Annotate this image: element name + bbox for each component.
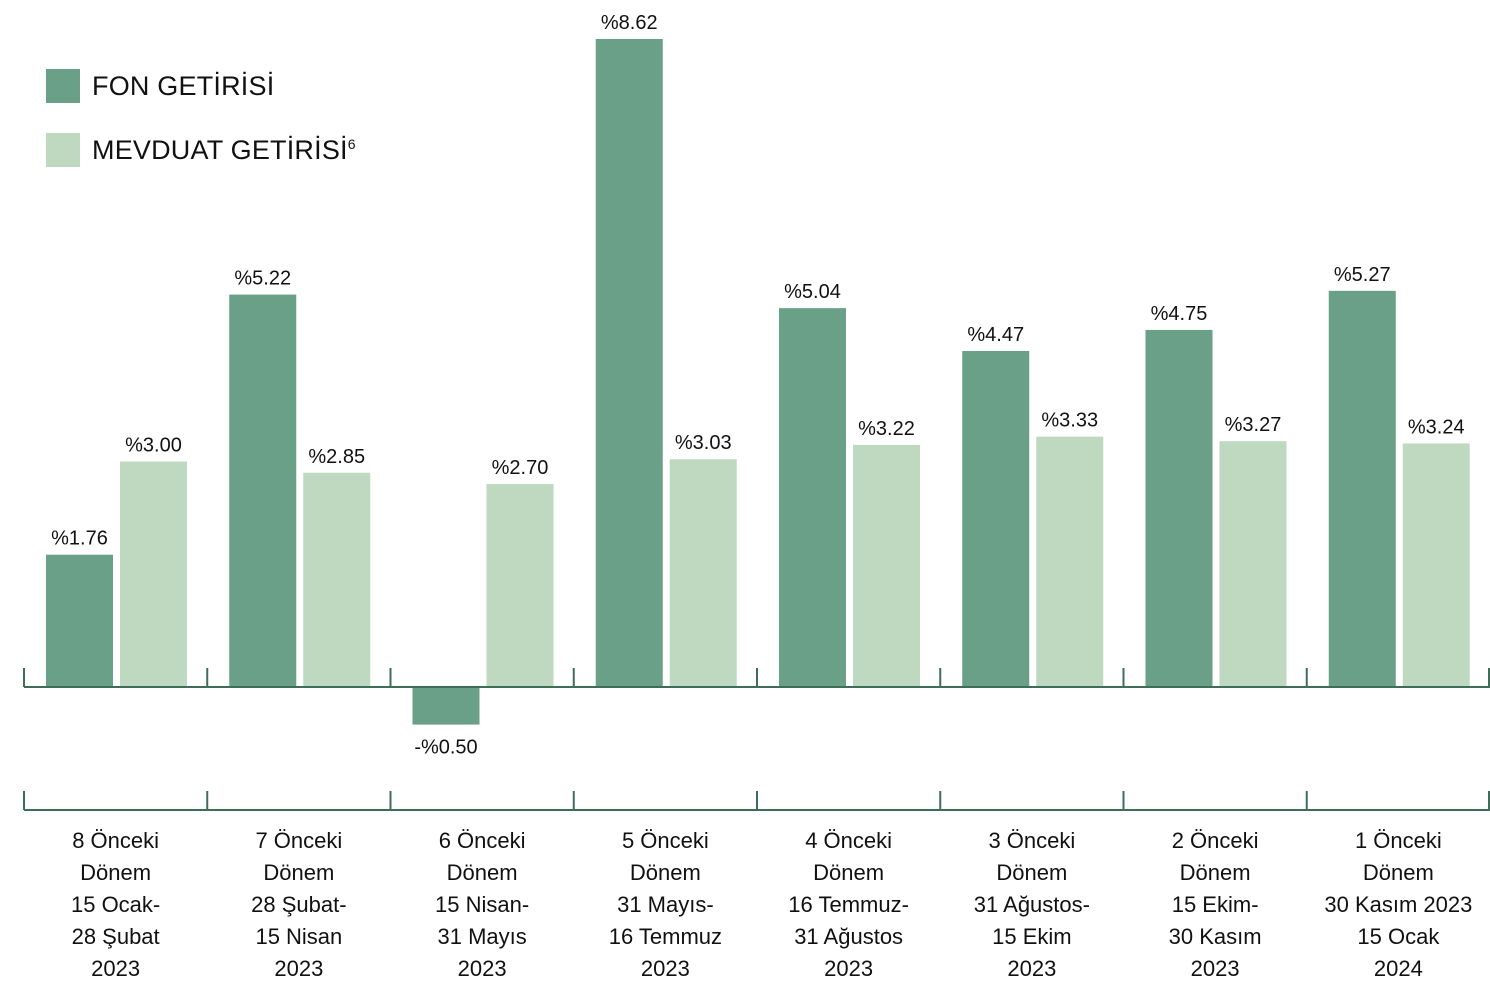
category-label-line: 15 Nisan- (435, 892, 529, 917)
category-label-line: 3 Önceki (988, 828, 1075, 853)
deposit-value-label-5: %3.22 (858, 418, 915, 440)
deposit-bar-1 (120, 461, 187, 687)
category-label-line: 31 Ağustos- (974, 892, 1090, 917)
legend: FON GETİRİSİ MEVDUAT GETİRİSİ6 (46, 66, 356, 194)
category-label-line: 7 Önceki (255, 828, 342, 853)
category-label-1: 8 Önceki Dönem 15 Ocak- 28 Şubat 2023 (71, 828, 160, 981)
category-label-line: 2023 (274, 956, 323, 981)
category-label-line: 28 Şubat (72, 924, 160, 949)
category-label-line: 2024 (1374, 956, 1423, 981)
category-label-line: 31 Ağustos (794, 924, 903, 949)
category-label-line: Dönem (80, 860, 151, 885)
fund-value-label-3: -%0.50 (414, 737, 477, 759)
category-label-line: Dönem (813, 860, 884, 885)
fund-value-label-1: %1.76 (51, 528, 108, 550)
category-label-line: 2023 (91, 956, 140, 981)
category-label-line: Dönem (263, 860, 334, 885)
legend-footnote-mark: 6 (347, 135, 356, 152)
category-label-5: 4 Önceki Dönem 16 Temmuz- 31 Ağustos 2023 (788, 828, 909, 981)
deposit-bar-7 (1219, 441, 1287, 687)
fund-bar-5 (779, 308, 846, 687)
category-label-2: 7 Önceki Dönem 28 Şubat- 15 Nisan 2023 (251, 828, 346, 981)
category-label-line: 15 Ocak- (71, 892, 160, 917)
legend-label-deposit-wrap: MEVDUAT GETİRİSİ6 (92, 135, 356, 166)
category-label-line: Dönem (1180, 860, 1251, 885)
category-label-3: 6 Önceki Dönem 15 Nisan- 31 Mayıs 2023 (435, 828, 529, 981)
category-label-line: Dönem (1363, 860, 1434, 885)
category-label-line: 31 Mayıs- (617, 892, 714, 917)
category-label-line: 6 Önceki (439, 828, 526, 853)
category-label-line: 15 Nisan (255, 924, 342, 949)
category-label-7: 2 Önceki Dönem 15 Ekim- 30 Kasım 2023 (1169, 828, 1262, 981)
fund-value-label-4: %8.62 (601, 12, 658, 34)
category-label-line: 5 Önceki (622, 828, 709, 853)
category-label-line: 2023 (458, 956, 507, 981)
deposit-value-label-3: %2.70 (492, 457, 549, 479)
fund-value-label-6: %4.47 (967, 324, 1024, 346)
fund-bar-8 (1328, 290, 1396, 687)
fund-value-label-5: %5.04 (784, 281, 841, 303)
category-label-line: 15 Ekim (992, 924, 1071, 949)
category-label-line: 15 Ekim- (1172, 892, 1259, 917)
category-label-line: Dönem (630, 860, 701, 885)
fund-bar-6 (962, 350, 1030, 687)
deposit-bar-6 (1036, 436, 1104, 687)
category-label-line: 4 Önceki (805, 828, 892, 853)
category-label-line: Dönem (447, 860, 518, 885)
legend-swatch-deposit (46, 133, 80, 167)
fund-bar-2 (229, 294, 297, 687)
category-label-line: 16 Temmuz- (788, 892, 909, 917)
deposit-value-label-4: %3.03 (675, 432, 732, 454)
category-label-line: 2023 (824, 956, 873, 981)
fund-value-label-8: %5.27 (1334, 264, 1391, 286)
category-label-line: 30 Kasım (1169, 924, 1262, 949)
category-label-line: 2023 (1007, 956, 1056, 981)
category-label-line: 16 Temmuz (609, 924, 722, 949)
legend-item-deposit: MEVDUAT GETİRİSİ6 (46, 130, 356, 170)
category-label-line: 31 Mayıs (437, 924, 526, 949)
category-label-line: 15 Ocak (1357, 924, 1440, 949)
legend-swatch-fund (46, 69, 80, 103)
fund-bar-7 (1145, 329, 1213, 687)
deposit-bar-5 (853, 444, 920, 687)
category-label-line: 2023 (1191, 956, 1240, 981)
deposit-bar-4 (669, 459, 737, 687)
fund-bar-4 (595, 39, 663, 687)
category-label-line: Dönem (996, 860, 1067, 885)
deposit-value-label-2: %2.85 (308, 446, 365, 468)
legend-label-fund: FON GETİRİSİ (92, 70, 275, 101)
category-label-line: 28 Şubat- (251, 892, 346, 917)
deposit-value-label-1: %3.00 (125, 434, 182, 456)
category-label-line: 30 Kasım 2023 (1324, 892, 1472, 917)
category-label-line: 2 Önceki (1172, 828, 1259, 853)
category-label-8: 1 Önceki Dönem 30 Kasım 2023 15 Ocak 2024 (1324, 828, 1472, 981)
deposit-bar-3 (486, 484, 554, 687)
fund-bar-1 (46, 554, 113, 687)
category-label-4: 5 Önceki Dönem 31 Mayıs- 16 Temmuz 2023 (609, 828, 722, 981)
deposit-value-label-6: %3.33 (1041, 410, 1098, 432)
fund-value-label-2: %5.22 (234, 268, 291, 290)
fund-value-label-7: %4.75 (1151, 303, 1208, 325)
category-label-line: 8 Önceki (72, 828, 159, 853)
deposit-value-label-8: %3.24 (1408, 416, 1465, 438)
category-label-line: 2023 (641, 956, 690, 981)
legend-item-fund: FON GETİRİSİ (46, 66, 356, 106)
fund-bar-3 (412, 687, 480, 725)
deposit-value-label-7: %3.27 (1225, 414, 1282, 436)
deposit-bar-2 (303, 472, 371, 687)
deposit-bar-8 (1402, 443, 1470, 687)
category-label-6: 3 Önceki Dönem 31 Ağustos- 15 Ekim 2023 (974, 828, 1090, 981)
category-label-line: 1 Önceki (1355, 828, 1442, 853)
legend-label-deposit: MEVDUAT GETİRİSİ (92, 134, 348, 165)
